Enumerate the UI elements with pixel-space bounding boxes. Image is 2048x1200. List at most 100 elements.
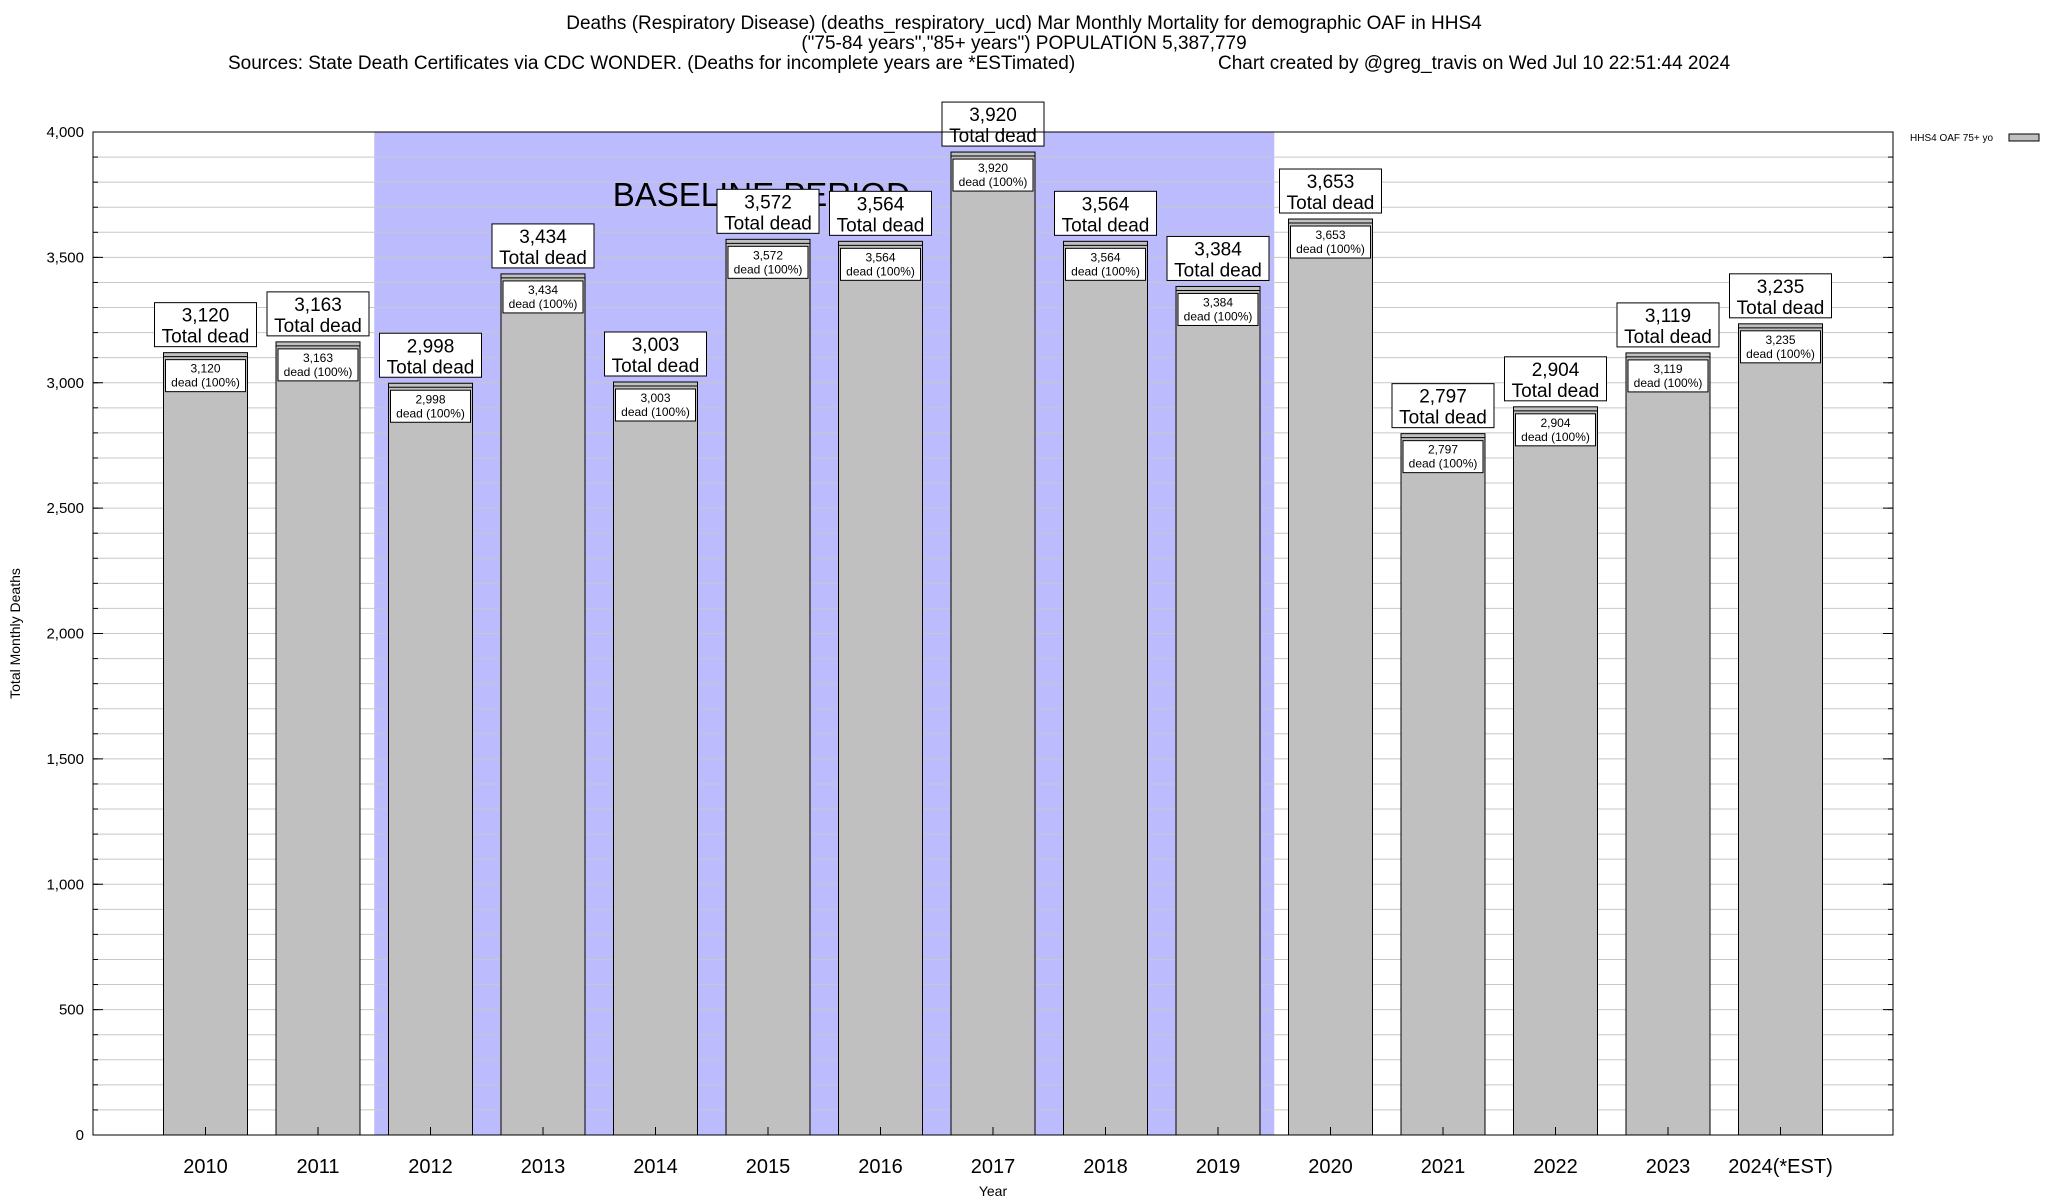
inner-value-label: 3,572 <box>753 248 783 262</box>
total-dead-label: Total dead <box>1174 260 1262 281</box>
inner-dead-label: dead (100%) <box>1071 264 1140 278</box>
inner-dead-label: dead (100%) <box>1746 347 1815 361</box>
inner-dead-label: dead (100%) <box>1184 309 1253 323</box>
inner-label-box <box>1290 225 1371 259</box>
total-value-label: 2,797 <box>1419 387 1467 408</box>
total-dead-label: Total dead <box>1624 327 1712 348</box>
x-axis-label: Year <box>979 1183 1008 1199</box>
title-line-1: Deaths (Respiratory Disease) (deaths_res… <box>566 13 1482 34</box>
bar <box>388 382 473 1136</box>
inner-value-label: 2,998 <box>415 392 445 406</box>
total-label-box <box>716 188 820 234</box>
inner-value-label: 3,003 <box>640 391 670 405</box>
bar <box>275 341 361 1136</box>
bar <box>1400 433 1486 1136</box>
x-tick-label: 2023 <box>1646 1156 1691 1178</box>
credit-text: Chart created by @greg_travis on Wed Jul… <box>1218 53 1731 74</box>
total-dead-label: Total dead <box>1287 193 1375 214</box>
total-value-label: 3,119 <box>1645 306 1691 327</box>
total-dead-label: Total dead <box>949 126 1037 147</box>
plot-frame <box>92 131 1894 1136</box>
total-label-box <box>604 331 707 377</box>
total-dead-label: Total dead <box>1512 381 1600 402</box>
bar <box>725 238 811 1136</box>
total-dead-label: Total dead <box>724 213 812 234</box>
x-tick-label: 2017 <box>971 1156 1016 1178</box>
x-tick-label: 2010 <box>183 1156 228 1178</box>
inner-dead-label: dead (100%) <box>734 262 803 276</box>
x-tick-label: 2016 <box>858 1156 903 1178</box>
inner-label-box <box>1177 292 1259 326</box>
total-dead-label: Total dead <box>162 327 250 348</box>
total-label-box <box>491 223 595 269</box>
title-line-2: ("75-84 years","85+ years") POPULATION 5… <box>801 33 1247 54</box>
total-label-box <box>1279 168 1382 214</box>
x-tick-label: 2018 <box>1083 1156 1128 1178</box>
bar <box>950 151 1036 1136</box>
y-tick-label: 4,000 <box>46 124 84 141</box>
sources-text: Sources: State Death Certificates via CD… <box>228 53 1076 74</box>
inner-label-box <box>1627 359 1709 393</box>
total-dead-label: Total dead <box>387 357 475 378</box>
legend-label: HHS4 OAF 75+ yo <box>1910 133 1994 144</box>
bar <box>1288 218 1373 1136</box>
x-tick-label: 2022 <box>1533 1156 1578 1178</box>
inner-dead-label: dead (100%) <box>846 264 915 278</box>
total-value-label: 3,434 <box>519 227 567 248</box>
inner-dead-label: dead (100%) <box>1634 376 1703 390</box>
inner-value-label: 3,920 <box>978 161 1008 175</box>
total-label-box <box>829 190 932 236</box>
bar <box>613 381 698 1136</box>
total-value-label: 3,163 <box>294 295 342 316</box>
total-label-box <box>154 302 257 348</box>
inner-label-box <box>727 245 809 279</box>
x-tick-label: 2015 <box>746 1156 791 1178</box>
total-value-label: 2,998 <box>407 336 455 357</box>
x-tick-label: 2020 <box>1308 1156 1353 1178</box>
bar <box>1738 323 1823 1136</box>
inner-label-box <box>277 348 359 382</box>
inner-value-label: 3,163 <box>303 351 333 365</box>
bar <box>1063 240 1148 1136</box>
inner-value-label: 3,434 <box>528 283 558 297</box>
inner-dead-label: dead (100%) <box>509 297 578 311</box>
total-label-box <box>1504 356 1607 402</box>
inner-label-box <box>502 280 584 314</box>
inner-label-box <box>952 158 1034 192</box>
y-tick-label: 1,000 <box>46 876 84 893</box>
y-tick-label: 1,500 <box>46 751 84 768</box>
inner-dead-label: dead (100%) <box>621 405 690 419</box>
total-value-label: 3,120 <box>182 306 230 327</box>
total-value-label: 3,384 <box>1194 239 1242 260</box>
x-tick-label: 2011 <box>296 1156 339 1178</box>
total-label-box <box>941 101 1045 147</box>
total-value-label: 3,653 <box>1307 172 1355 193</box>
y-tick-label: 3,000 <box>46 375 84 392</box>
inner-label-box <box>1065 247 1146 281</box>
inner-dead-label: dead (100%) <box>396 406 465 420</box>
inner-value-label: 2,797 <box>1428 443 1458 457</box>
inner-dead-label: dead (100%) <box>959 175 1028 189</box>
x-tick-label: 2024(*EST) <box>1728 1156 1833 1178</box>
total-label-box <box>1729 273 1832 319</box>
total-value-label: 2,904 <box>1532 360 1580 381</box>
total-label-box <box>266 291 370 337</box>
y-axis-label: Total Monthly Deaths <box>7 568 23 699</box>
inner-dead-label: dead (100%) <box>171 376 240 390</box>
total-value-label: 3,564 <box>1082 194 1130 215</box>
y-tick-label: 3,500 <box>46 249 84 266</box>
total-dead-label: Total dead <box>612 356 700 377</box>
y-tick-label: 500 <box>59 1002 84 1019</box>
inner-label-box <box>840 247 921 281</box>
inner-value-label: 3,384 <box>1203 295 1233 309</box>
x-tick-label: 2013 <box>521 1156 566 1178</box>
total-label-box <box>379 332 482 378</box>
x-tick-label: 2014 <box>633 1156 678 1178</box>
total-dead-label: Total dead <box>1737 298 1825 319</box>
x-tick-label: 2021 <box>1421 1156 1466 1178</box>
inner-value-label: 3,119 <box>1653 362 1682 376</box>
inner-label-box <box>1515 413 1596 447</box>
y-tick-label: 0 <box>76 1127 84 1144</box>
x-tick-label: 2019 <box>1196 1156 1241 1178</box>
inner-label-box <box>1740 330 1821 364</box>
